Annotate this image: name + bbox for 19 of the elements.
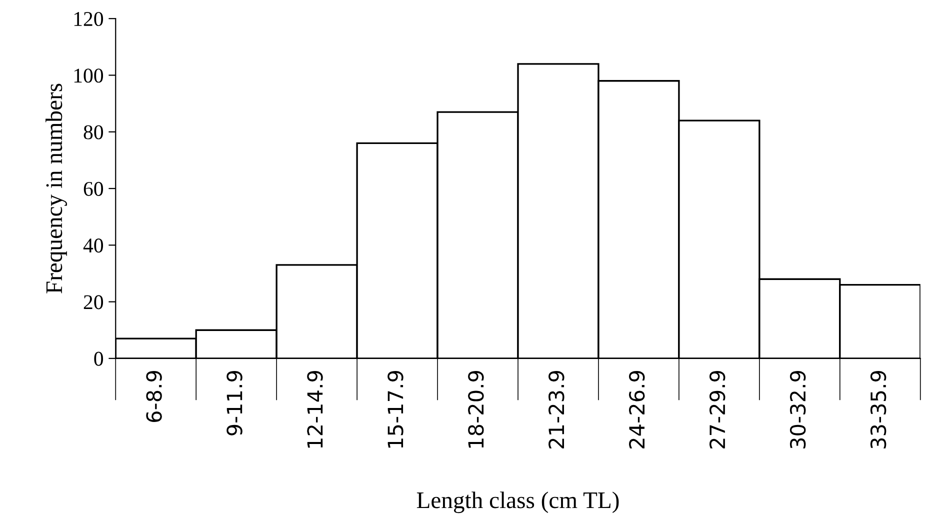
x-tick-label: 9-11.9 [226, 371, 242, 436]
x-tick-label: 15-17.9 [388, 371, 404, 448]
x-tick-label: 21-23.9 [548, 371, 564, 448]
x-tick-label: 30-32.9 [790, 371, 806, 448]
x-tick-label: 24-26.9 [629, 371, 645, 448]
x-tick-label: 6-8.9 [146, 371, 162, 422]
x-tick-label: 33-35.9 [870, 371, 886, 448]
y-tick-label: 40 [83, 238, 104, 253]
y-tick-label: 100 [74, 68, 104, 83]
y-axis-title: Frequency in numbers [46, 84, 68, 294]
x-tick-label: 12-14.9 [307, 371, 323, 448]
y-tick-label: 20 [84, 295, 104, 310]
y-tick-label: 60 [84, 182, 104, 196]
y-tick-label: 0 [94, 352, 104, 366]
x-tick-label: 27-29.9 [709, 371, 726, 448]
y-tick-label: 120 [74, 12, 104, 26]
x-tick-label: 18-20.9 [468, 371, 484, 448]
y-tick-label: 80 [84, 125, 104, 140]
x-axis-title: Length class (cm TL) [416, 492, 619, 514]
